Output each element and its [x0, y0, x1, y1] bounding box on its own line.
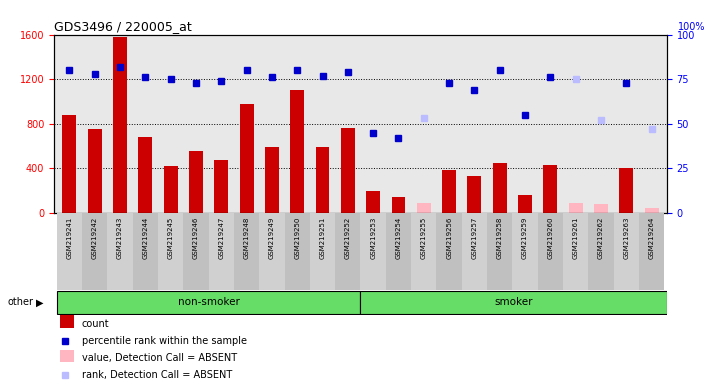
- Bar: [619, 169, 633, 213]
- Text: GSM219252: GSM219252: [345, 217, 351, 259]
- Text: 100%: 100%: [678, 22, 706, 32]
- Bar: [260, 213, 285, 290]
- Bar: [360, 291, 667, 314]
- Text: other: other: [7, 297, 33, 308]
- Text: GSM219258: GSM219258: [497, 217, 503, 259]
- Text: count: count: [81, 318, 110, 329]
- Bar: [316, 147, 329, 213]
- Bar: [291, 90, 304, 213]
- Bar: [538, 213, 563, 290]
- Bar: [569, 203, 583, 213]
- Text: percentile rank within the sample: percentile rank within the sample: [81, 336, 247, 346]
- Bar: [461, 213, 487, 290]
- Bar: [563, 213, 588, 290]
- Text: GSM219247: GSM219247: [218, 217, 224, 259]
- Text: GSM219249: GSM219249: [269, 217, 275, 259]
- Text: GSM219250: GSM219250: [294, 217, 300, 259]
- Bar: [310, 213, 335, 290]
- Bar: [107, 213, 133, 290]
- Text: GSM219263: GSM219263: [624, 217, 629, 260]
- Bar: [113, 37, 127, 213]
- Text: rank, Detection Call = ABSENT: rank, Detection Call = ABSENT: [81, 370, 232, 381]
- Bar: [57, 213, 82, 290]
- Text: GSM219257: GSM219257: [472, 217, 477, 259]
- Bar: [594, 204, 608, 213]
- Bar: [341, 128, 355, 213]
- Bar: [544, 165, 557, 213]
- Bar: [208, 213, 234, 290]
- Bar: [60, 315, 74, 328]
- Text: GSM219244: GSM219244: [142, 217, 149, 259]
- Text: GSM219254: GSM219254: [396, 217, 402, 259]
- Bar: [493, 163, 507, 213]
- Bar: [614, 213, 639, 290]
- Bar: [138, 137, 152, 213]
- Bar: [513, 213, 538, 290]
- Text: GSM219264: GSM219264: [649, 217, 655, 259]
- Bar: [265, 147, 279, 213]
- Bar: [442, 170, 456, 213]
- Text: value, Detection Call = ABSENT: value, Detection Call = ABSENT: [81, 353, 236, 363]
- Bar: [183, 213, 208, 290]
- Bar: [645, 207, 659, 213]
- Bar: [234, 213, 260, 290]
- Bar: [239, 104, 254, 213]
- Bar: [335, 213, 360, 290]
- Bar: [88, 129, 102, 213]
- Text: non-smoker: non-smoker: [177, 297, 239, 307]
- Text: GSM219260: GSM219260: [547, 217, 554, 260]
- Bar: [411, 213, 436, 290]
- Bar: [82, 213, 107, 290]
- Text: ▶: ▶: [36, 297, 43, 308]
- Text: GSM219246: GSM219246: [193, 217, 199, 259]
- Bar: [189, 151, 203, 213]
- Text: GSM219259: GSM219259: [522, 217, 528, 259]
- Text: GSM219261: GSM219261: [572, 217, 579, 260]
- Text: GSM219243: GSM219243: [117, 217, 123, 259]
- Bar: [392, 197, 405, 213]
- Text: GSM219241: GSM219241: [66, 217, 72, 259]
- Bar: [417, 202, 430, 213]
- Text: GSM219251: GSM219251: [319, 217, 325, 259]
- Bar: [467, 176, 482, 213]
- Bar: [588, 213, 614, 290]
- Bar: [60, 350, 74, 362]
- Bar: [639, 213, 664, 290]
- Text: GDS3496 / 220005_at: GDS3496 / 220005_at: [54, 20, 192, 33]
- Text: GSM219256: GSM219256: [446, 217, 452, 259]
- Bar: [436, 213, 461, 290]
- Bar: [62, 115, 76, 213]
- Text: GSM219253: GSM219253: [370, 217, 376, 259]
- Text: GSM219262: GSM219262: [598, 217, 604, 259]
- Bar: [360, 213, 386, 290]
- Text: GSM219255: GSM219255: [421, 217, 427, 259]
- Bar: [214, 160, 228, 213]
- Text: GSM219242: GSM219242: [92, 217, 97, 259]
- Bar: [366, 191, 380, 213]
- Bar: [158, 213, 183, 290]
- Bar: [285, 213, 310, 290]
- Text: GSM219245: GSM219245: [167, 217, 174, 259]
- Bar: [164, 166, 177, 213]
- Bar: [57, 291, 360, 314]
- Bar: [386, 213, 411, 290]
- Text: GSM219248: GSM219248: [244, 217, 249, 259]
- Bar: [518, 195, 532, 213]
- Text: smoker: smoker: [495, 297, 533, 307]
- Bar: [133, 213, 158, 290]
- Bar: [487, 213, 513, 290]
